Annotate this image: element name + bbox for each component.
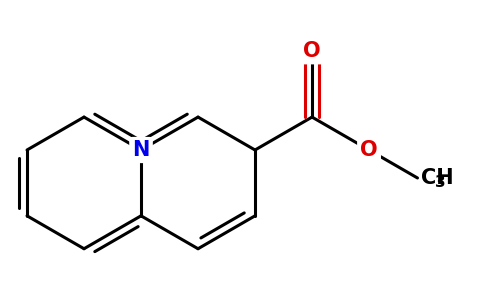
- Text: O: O: [360, 140, 378, 160]
- Text: N: N: [132, 140, 150, 160]
- Text: CH: CH: [421, 168, 454, 188]
- Text: O: O: [303, 41, 321, 61]
- Text: 3: 3: [435, 175, 446, 190]
